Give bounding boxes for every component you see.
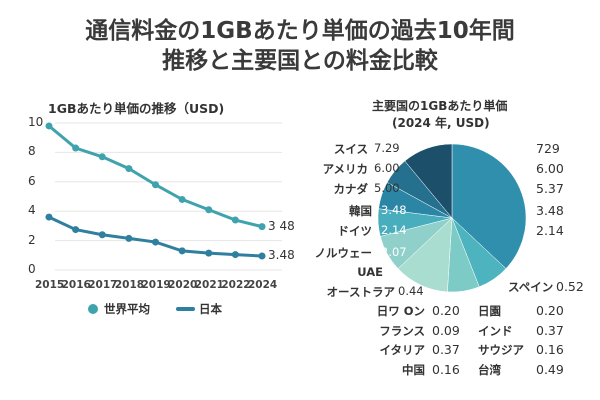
country-label: アメリカ [322, 162, 368, 176]
data-point [125, 165, 133, 173]
table-value: 0.20 [536, 303, 564, 318]
table-country: 台湾 [478, 362, 501, 377]
data-point [205, 206, 213, 214]
right-value-label: 3.48 [536, 203, 564, 218]
end-value-label: 3 48 [268, 218, 295, 233]
table-country: インド [478, 323, 513, 338]
y-tick-label: 4 [28, 203, 36, 218]
right-value-label: 2.14 [536, 223, 564, 238]
title-line-1: 通信料金の1GBあたり単価の過去10年間 [85, 18, 515, 44]
data-point [231, 251, 239, 259]
x-tick-label: 2021 [194, 279, 224, 291]
table-country: イタリア [379, 343, 425, 357]
data-point [178, 247, 186, 255]
legend-marker-world [88, 304, 98, 314]
country-label: オーストラア [326, 285, 395, 299]
table-value: 0.37 [432, 342, 460, 357]
right-value-label: 729 [536, 141, 560, 156]
x-tick-label: 2018 [114, 279, 145, 291]
country-value: 7.29 [374, 141, 400, 155]
country-label: ノルウェー [314, 246, 373, 260]
end-value-label: 3.48 [268, 248, 295, 263]
x-tick-label: 2024 [248, 279, 278, 291]
line-chart-title: 1GBあたり単価の推移（USD) [48, 101, 225, 116]
data-point [98, 231, 106, 239]
y-tick-label: 2 [28, 232, 36, 247]
data-point [258, 252, 266, 260]
table-country: 日園 [478, 304, 501, 318]
table-value: 0.37 [536, 322, 564, 338]
table-value: 0.16 [536, 342, 564, 357]
country-label: 韓国 [349, 204, 372, 218]
data-point [72, 226, 80, 234]
data-point [125, 234, 133, 242]
x-tick-label: 2020 [168, 279, 198, 291]
pie-chart-title: 主要国の1GBあたり単価 [372, 99, 508, 113]
data-point [258, 223, 266, 231]
country-label: カナダ [333, 182, 369, 196]
pie-slice-0 [451, 143, 527, 270]
legend-label-world: 世界平均 [104, 302, 150, 316]
country-value: 0.52 [556, 279, 584, 294]
x-tick-label: 2015 [35, 279, 65, 291]
x-tick-label: 2019 [141, 279, 171, 291]
data-point [205, 249, 213, 257]
country-label: スペイン [508, 280, 554, 294]
table-country: 中国 [402, 362, 425, 377]
country-label: スイス [333, 142, 368, 156]
table-value: 0.16 [432, 361, 460, 377]
table-country: フランス [379, 323, 425, 338]
pie-chart-subtitle: (2024 年, USD) [392, 116, 490, 130]
table-country: 日ワ Oン [376, 304, 425, 318]
data-point [98, 153, 106, 161]
y-tick-label: 8 [28, 144, 36, 159]
y-tick-label: 6 [28, 173, 36, 188]
x-tick-label: 2022 [221, 279, 251, 291]
legend-label-japan: 日本 [199, 302, 222, 316]
data-point [152, 238, 159, 246]
country-value: 0.44 [398, 284, 424, 298]
data-point [178, 195, 186, 203]
data-point [231, 216, 239, 224]
title-line-2: 推移と主要国との料金比較 [162, 48, 438, 74]
country-label: UAE [357, 265, 383, 279]
right-value-label: 5.37 [536, 181, 564, 196]
table-value: 0.09 [432, 322, 460, 338]
country-value: 2.14 [381, 223, 407, 237]
y-tick-label: 10 [28, 115, 44, 129]
country-label: ドイツ [337, 224, 373, 238]
country-value: 6.00 [374, 161, 400, 175]
data-point [45, 213, 53, 221]
y-tick-label: 0 [28, 262, 36, 276]
data-point [72, 144, 80, 152]
country-value: 2.07 [381, 245, 407, 259]
country-value: 3.48 [381, 203, 407, 217]
data-point [45, 122, 53, 130]
pie-slice-8 [404, 143, 453, 219]
data-point [152, 181, 159, 189]
country-value: 5.00 [374, 181, 400, 195]
table-country: サウジア [478, 343, 524, 357]
right-value-label: 6.00 [536, 161, 564, 176]
x-tick-label: 2017 [88, 279, 118, 291]
x-tick-label: 2016 [61, 279, 91, 291]
table-value: 0.20 [432, 303, 460, 318]
table-value: 0.49 [536, 361, 564, 377]
